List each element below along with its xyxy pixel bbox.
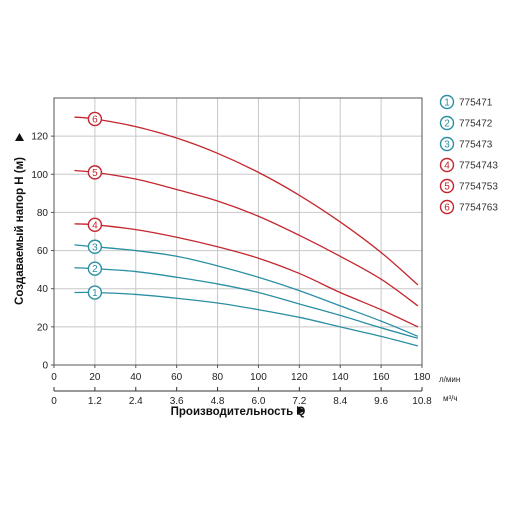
legend-label: 775472 [459, 119, 493, 130]
series-line-5 [74, 169, 419, 307]
series-marker-label: 3 [92, 242, 98, 253]
x2-tick-label: 7.2 [292, 396, 306, 407]
x-tick-label: 40 [130, 372, 142, 383]
x2-tick-label: 6.0 [251, 396, 265, 407]
legend-marker [439, 178, 455, 194]
series-marker-2 [87, 261, 103, 276]
legend-label: 7754743 [459, 161, 498, 172]
series-line-1 [74, 291, 419, 347]
y-tick-label: 60 [37, 246, 49, 257]
x-secondary-tick-labels: 0 1.2 2.4 3.6 4.8 6.0 7.2 8.4 9.6 10.8 [51, 387, 432, 407]
y-tick-label: 20 [37, 322, 49, 333]
x-tick-label: 160 [373, 372, 390, 383]
legend-marker-label: 5 [444, 182, 450, 193]
series-marker-1 [87, 285, 103, 300]
x2-tick-label: 2.4 [129, 396, 143, 407]
series-marker-label: 6 [92, 114, 98, 125]
y-tick-labels: 0 20 40 60 80 100 120 [31, 132, 54, 372]
series-marker-4 [87, 217, 103, 233]
legend-marker-label: 3 [444, 140, 450, 151]
x2-tick-label: 0 [51, 396, 57, 407]
legend-marker-label: 1 [444, 98, 450, 109]
x-tick-label: 0 [51, 372, 57, 383]
legend-item-2: 2 775472 [439, 115, 493, 131]
x-axis-title: Производительность Q [171, 406, 306, 418]
x-tick-label: 100 [250, 372, 267, 383]
x2-tick-label: 1.2 [88, 396, 102, 407]
x-tick-label: 20 [89, 372, 101, 383]
legend-marker [439, 94, 455, 110]
legend-label: 775473 [459, 140, 493, 151]
legend-label: 775471 [459, 98, 493, 109]
legend: 1 775471 2 775472 3 775473 4 7754743 5 7754753 6 77… [439, 94, 498, 215]
legend-label: 7754763 [459, 203, 498, 214]
series-marker-6 [87, 111, 103, 127]
svg-text:Создаваемый напор H (м): Создаваемый напор H (м) [14, 157, 26, 305]
series-line-4 [74, 223, 419, 328]
x2-tick-label: 9.6 [374, 396, 388, 407]
x-tick-labels: 0 20 40 60 80 100 120 140 160 180 [51, 365, 431, 383]
x2-tick-label: 10.8 [412, 396, 432, 407]
series-layer [74, 116, 419, 347]
series-line-6 [74, 116, 419, 286]
series-line-3 [74, 244, 419, 337]
legend-item-5: 5 7754753 [439, 178, 498, 194]
svg-text:Производительность Q: Производительность Q [171, 406, 306, 418]
x2-tick-label: 3.6 [170, 396, 184, 407]
x-tick-label: 80 [212, 372, 224, 383]
legend-marker-label: 2 [444, 119, 450, 130]
y-axis-arrow-icon [15, 133, 24, 141]
series-marker-label: 1 [92, 288, 98, 299]
legend-item-4: 4 7754743 [439, 157, 498, 173]
legend-marker-label: 6 [444, 203, 450, 214]
y-tick-label: 0 [42, 361, 48, 372]
legend-marker [439, 157, 455, 173]
grid-lines [54, 98, 422, 365]
plot-frame [53, 97, 423, 366]
x-tick-label: 120 [291, 372, 308, 383]
legend-marker-label: 4 [444, 161, 450, 172]
y-axis-title: Создаваемый напор H (м) [14, 133, 26, 305]
legend-item-6: 6 7754763 [439, 199, 498, 215]
x-axis-arrow-icon [297, 406, 305, 415]
series-line-2 [74, 267, 419, 339]
y-tick-label: 40 [37, 284, 49, 295]
x-unit-secondary: м³/ч [443, 394, 458, 403]
legend-item-3: 3 775473 [439, 136, 493, 152]
legend-marker [439, 199, 455, 215]
legend-label: 7754753 [459, 182, 498, 193]
markers-layer: 1 2 3 4 5 6 [87, 111, 103, 300]
y-tick-label: 80 [37, 208, 49, 219]
legend-marker [439, 115, 455, 131]
series-marker-5 [87, 165, 103, 180]
x-tick-label: 180 [414, 372, 431, 383]
x-unit-primary: л/мин [439, 375, 460, 384]
series-marker-3 [87, 239, 103, 254]
x2-tick-label: 4.8 [211, 396, 225, 407]
series-marker-label: 2 [92, 264, 98, 275]
series-marker-label: 5 [92, 168, 98, 179]
legend-marker [439, 136, 455, 152]
y-tick-label: 120 [31, 132, 48, 143]
x2-tick-label: 8.4 [333, 396, 347, 407]
series-marker-label: 4 [92, 220, 98, 231]
x-tick-label: 60 [171, 372, 183, 383]
legend-item-1: 1 775471 [439, 94, 493, 110]
y-tick-label: 100 [31, 170, 48, 181]
x-tick-label: 140 [332, 372, 349, 383]
